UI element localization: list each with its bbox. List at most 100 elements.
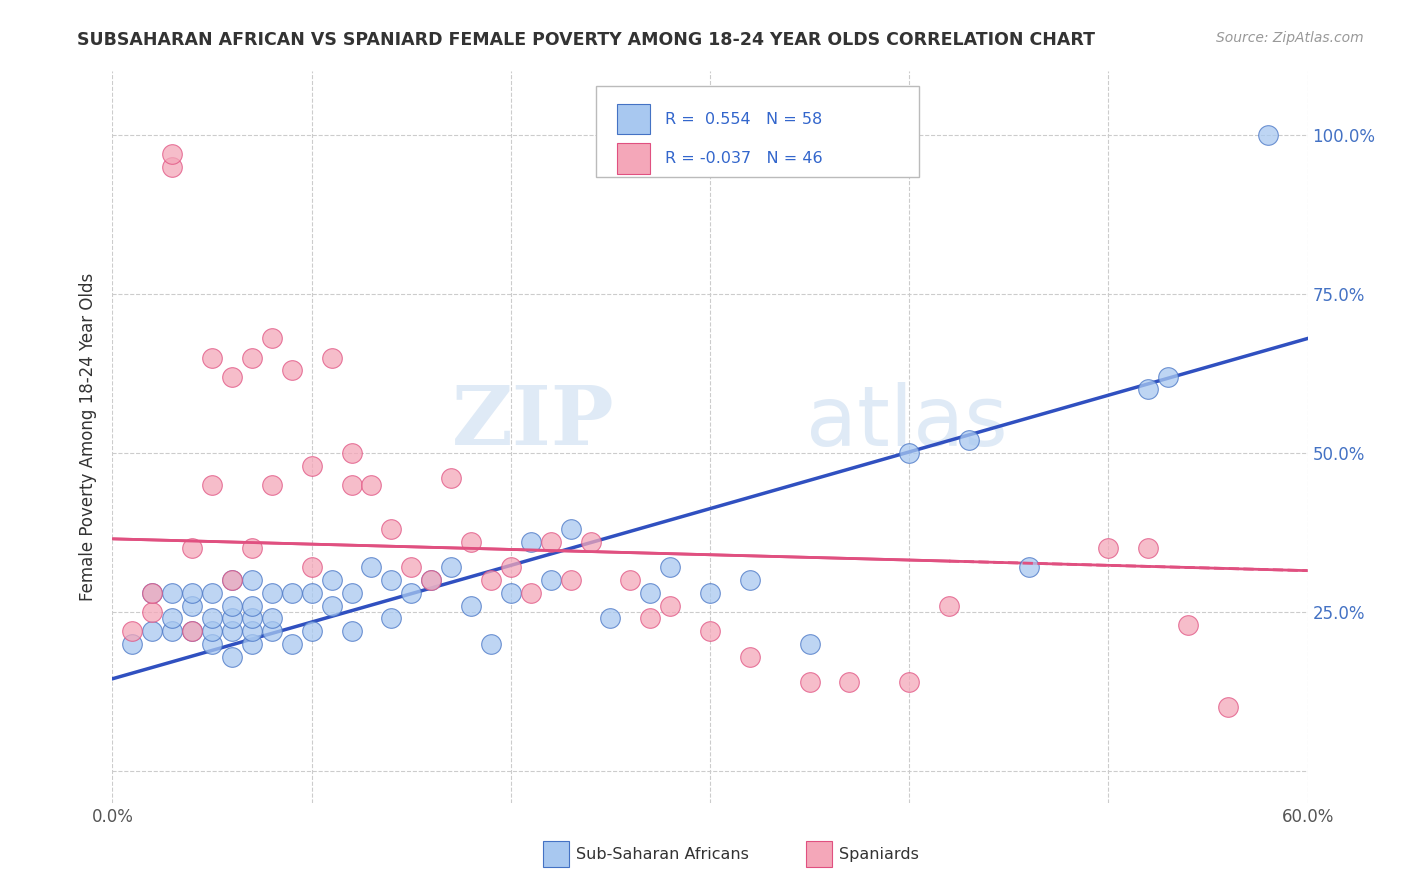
Y-axis label: Female Poverty Among 18-24 Year Olds: Female Poverty Among 18-24 Year Olds — [79, 273, 97, 601]
Point — [121, 637, 143, 651]
Point — [141, 605, 163, 619]
Point — [260, 624, 283, 638]
Point — [380, 522, 402, 536]
Point — [141, 624, 163, 638]
Point — [738, 573, 761, 587]
Text: ZIP: ZIP — [451, 383, 614, 462]
Point — [738, 649, 761, 664]
Point — [799, 675, 821, 690]
Point — [221, 573, 243, 587]
Point — [260, 331, 283, 345]
Point — [520, 586, 543, 600]
Point — [141, 586, 163, 600]
Point — [520, 535, 543, 549]
Point — [401, 586, 423, 600]
Point — [619, 573, 641, 587]
Point — [799, 637, 821, 651]
Point — [181, 599, 204, 613]
Point — [201, 611, 224, 625]
Point — [440, 560, 463, 574]
Text: SUBSAHARAN AFRICAN VS SPANIARD FEMALE POVERTY AMONG 18-24 YEAR OLDS CORRELATION : SUBSAHARAN AFRICAN VS SPANIARD FEMALE PO… — [77, 31, 1095, 49]
Point — [301, 586, 323, 600]
Text: R =  0.554   N = 58: R = 0.554 N = 58 — [665, 112, 823, 127]
Point — [898, 446, 921, 460]
Point — [898, 675, 921, 690]
Point — [360, 477, 382, 491]
Point — [281, 637, 304, 651]
Point — [420, 573, 443, 587]
Point — [360, 560, 382, 574]
Point — [162, 586, 183, 600]
Point — [221, 573, 243, 587]
Point — [141, 586, 163, 600]
Text: Spaniards: Spaniards — [839, 847, 920, 862]
Point — [301, 624, 323, 638]
Point — [659, 599, 682, 613]
Point — [1257, 128, 1279, 142]
Point — [221, 599, 243, 613]
Point — [201, 477, 224, 491]
FancyBboxPatch shape — [806, 841, 832, 867]
Point — [579, 535, 602, 549]
Point — [162, 624, 183, 638]
Point — [540, 535, 562, 549]
Point — [221, 611, 243, 625]
Text: Sub-Saharan Africans: Sub-Saharan Africans — [576, 847, 749, 862]
Point — [1018, 560, 1040, 574]
Point — [162, 160, 183, 174]
Point — [321, 599, 343, 613]
Point — [380, 611, 402, 625]
Point — [380, 573, 402, 587]
Point — [121, 624, 143, 638]
Point — [838, 675, 860, 690]
Point — [957, 434, 980, 448]
Point — [201, 351, 224, 365]
Point — [240, 541, 263, 556]
Point — [221, 624, 243, 638]
Text: Source: ZipAtlas.com: Source: ZipAtlas.com — [1216, 31, 1364, 45]
Point — [321, 573, 343, 587]
Point — [1137, 383, 1160, 397]
Point — [479, 573, 502, 587]
Point — [260, 586, 283, 600]
Point — [340, 446, 363, 460]
Point — [1137, 541, 1160, 556]
Point — [281, 586, 304, 600]
Point — [659, 560, 682, 574]
Point — [699, 586, 721, 600]
Point — [181, 624, 204, 638]
Point — [938, 599, 960, 613]
Point — [1157, 369, 1180, 384]
Point — [181, 624, 204, 638]
Point — [181, 541, 204, 556]
Point — [240, 599, 263, 613]
Point — [240, 573, 263, 587]
Point — [201, 637, 224, 651]
Point — [240, 637, 263, 651]
Point — [221, 649, 243, 664]
Text: R = -0.037   N = 46: R = -0.037 N = 46 — [665, 151, 823, 166]
Point — [162, 611, 183, 625]
Point — [321, 351, 343, 365]
Point — [560, 573, 582, 587]
Point — [301, 560, 323, 574]
Point — [201, 586, 224, 600]
FancyBboxPatch shape — [617, 103, 651, 135]
Point — [499, 586, 522, 600]
Point — [460, 535, 482, 549]
Point — [420, 573, 443, 587]
Point — [560, 522, 582, 536]
Point — [240, 351, 263, 365]
Point — [301, 458, 323, 473]
Point — [401, 560, 423, 574]
Point — [640, 586, 662, 600]
Point — [440, 471, 463, 485]
Point — [1097, 541, 1119, 556]
Point — [181, 586, 204, 600]
Point — [340, 477, 363, 491]
Point — [599, 611, 621, 625]
Point — [240, 624, 263, 638]
Point — [240, 611, 263, 625]
Point — [479, 637, 502, 651]
FancyBboxPatch shape — [543, 841, 569, 867]
